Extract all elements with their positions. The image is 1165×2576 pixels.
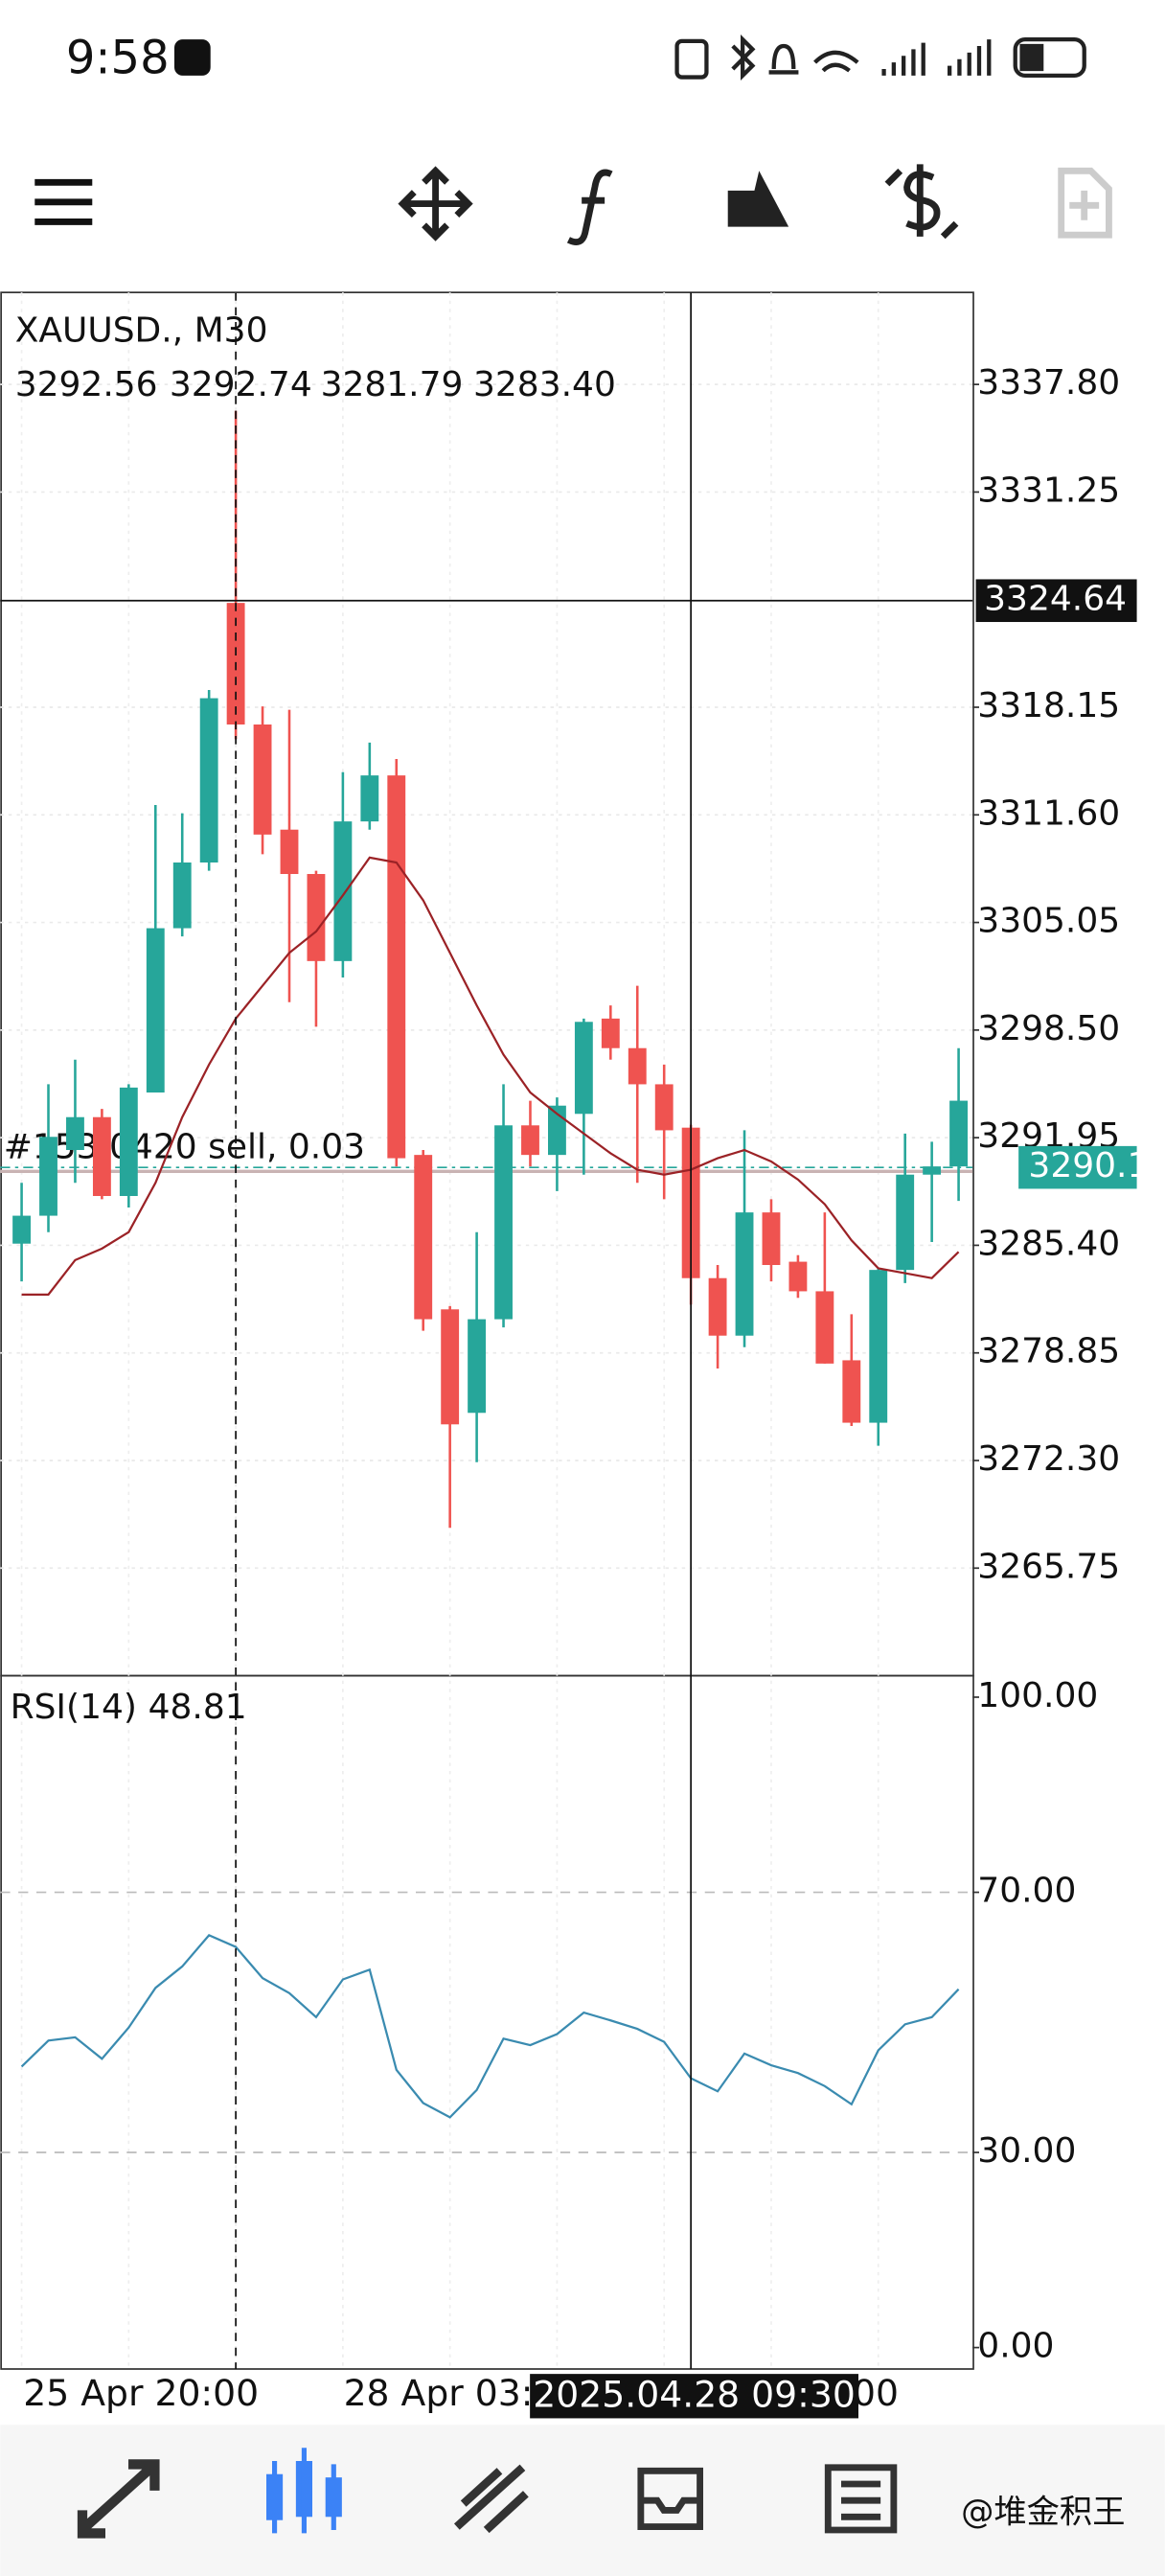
candle-body xyxy=(923,1166,942,1175)
chart-title: XAUUSD., M30 xyxy=(15,310,268,350)
objects-button[interactable] xyxy=(727,171,789,227)
bottom-nav-icons xyxy=(77,2448,898,2539)
nav-history[interactable] xyxy=(637,2467,703,2530)
candle-body xyxy=(601,1018,620,1048)
candle-body xyxy=(896,1174,915,1271)
x-tick-label: 25 Apr 20:00 xyxy=(23,2372,259,2414)
crosshair-button[interactable] xyxy=(398,166,473,242)
ma-line xyxy=(21,856,960,1296)
candle-body xyxy=(949,1100,968,1167)
candle-body xyxy=(654,1084,674,1131)
candle-body xyxy=(146,928,165,1092)
crosshair-time-box xyxy=(530,2374,858,2419)
ohlc-value: 3281.79 xyxy=(321,365,464,404)
candle-body xyxy=(307,874,326,961)
crosshair-price-label: 3324.64 xyxy=(984,580,1127,619)
candle-body xyxy=(119,1087,138,1196)
y-tick-label: 3318.15 xyxy=(977,686,1120,725)
nav-trade[interactable] xyxy=(453,2464,529,2534)
y-tick-label: 3305.05 xyxy=(977,902,1120,941)
nav-messages[interactable] xyxy=(824,2464,898,2534)
toolbar xyxy=(34,164,1112,245)
candle-body xyxy=(92,1116,111,1196)
y-tick-label: 30.00 xyxy=(977,2131,1076,2171)
new-order-button[interactable] xyxy=(1058,167,1112,239)
rsi-pane xyxy=(0,1674,974,2370)
x-tick-label: 28 Apr 03: xyxy=(344,2372,534,2414)
candle-body xyxy=(788,1261,808,1292)
y-tick-label: 3265.75 xyxy=(977,1547,1120,1586)
y-tick-label: 100.00 xyxy=(977,1676,1098,1715)
nav-chart[interactable] xyxy=(266,2448,342,2534)
candle-body xyxy=(387,775,406,1159)
candle-body xyxy=(172,862,192,929)
y-tick-label: 3331.25 xyxy=(977,471,1120,510)
candle-body xyxy=(842,1360,861,1423)
rsi-name: RSI(14) xyxy=(11,1688,137,1727)
trade-button[interactable] xyxy=(884,164,959,240)
status-icon xyxy=(174,39,211,76)
y-tick-label: 70.00 xyxy=(977,1872,1076,1911)
x-tick-label: 00 xyxy=(853,2372,899,2414)
ohlc-value: 3292.56 xyxy=(15,365,158,404)
crosshair-time-label: 2025.04.28 09:30 xyxy=(533,2374,856,2416)
menu-button[interactable] xyxy=(34,178,93,225)
candle-body xyxy=(39,1137,57,1216)
status-icons xyxy=(674,34,1086,81)
ohlc-value: 3292.74 xyxy=(170,365,312,404)
candle-body xyxy=(12,1215,32,1244)
candle-body xyxy=(280,829,299,874)
candle-body xyxy=(333,821,353,961)
candle-body xyxy=(869,1270,888,1423)
candle-body xyxy=(66,1116,84,1150)
candle-body xyxy=(815,1291,834,1364)
candle-body xyxy=(360,775,379,822)
y-tick-label: 3311.60 xyxy=(977,794,1120,833)
ohlc-value: 3283.40 xyxy=(473,365,616,404)
candle-body xyxy=(708,1277,727,1336)
candle-body xyxy=(521,1125,539,1156)
indicators-button[interactable] xyxy=(566,169,613,245)
crosshair-price-box xyxy=(975,579,1137,623)
ask-label: 3290.14 xyxy=(1028,1146,1165,1185)
y-tick-label: 3278.85 xyxy=(977,1332,1120,1371)
candle-body xyxy=(628,1047,647,1085)
candle-body xyxy=(441,1309,460,1425)
candle-body xyxy=(574,1022,593,1115)
candle-body xyxy=(494,1125,513,1320)
candle-body xyxy=(199,698,218,862)
candle-body xyxy=(762,1212,781,1265)
rsi-value: 48.81 xyxy=(148,1688,247,1727)
chart-area: 3337.80 3331.25 3318.15 3311.60 3305.05 3298.… xyxy=(0,291,1165,2419)
candle-body xyxy=(253,724,272,835)
nav-quotes[interactable] xyxy=(77,2459,160,2539)
ask-box xyxy=(1018,1145,1137,1189)
status-time: 9:58 xyxy=(66,31,170,84)
rsi-line xyxy=(20,1933,960,2119)
y-tick-label: 0.00 xyxy=(977,2327,1054,2366)
candle-body xyxy=(414,1155,433,1320)
y-tick-label: 3272.30 xyxy=(977,1439,1120,1479)
watermark: @堆金积王 xyxy=(961,2493,1125,2531)
y-tick-label: 3285.40 xyxy=(977,1224,1120,1263)
candle-body xyxy=(735,1212,754,1336)
order-label: #153 0420 sell, 0.03 xyxy=(4,1127,365,1166)
candle-body xyxy=(468,1319,487,1414)
y-tick-label: 3337.80 xyxy=(977,363,1120,402)
bottom-nav xyxy=(0,2425,1165,2576)
y-tick-label: 3298.50 xyxy=(977,1009,1120,1048)
